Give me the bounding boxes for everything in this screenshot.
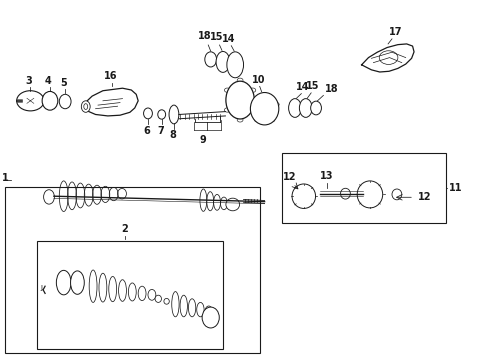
Ellipse shape	[59, 94, 71, 109]
Text: 11: 11	[449, 183, 463, 193]
Ellipse shape	[56, 270, 71, 295]
Ellipse shape	[311, 101, 321, 115]
Text: 14: 14	[221, 34, 235, 44]
Ellipse shape	[205, 52, 217, 67]
Ellipse shape	[341, 188, 350, 199]
Ellipse shape	[202, 307, 219, 328]
Text: J: J	[41, 285, 43, 291]
Ellipse shape	[292, 184, 316, 208]
Text: 17: 17	[389, 27, 403, 37]
Bar	[37, 241, 223, 349]
Ellipse shape	[226, 81, 254, 119]
Text: 16: 16	[103, 71, 117, 81]
Ellipse shape	[81, 101, 90, 112]
Text: 18: 18	[325, 84, 339, 94]
Ellipse shape	[226, 198, 240, 211]
Text: 13: 13	[319, 171, 333, 181]
Text: 6: 6	[144, 126, 150, 136]
Text: 18: 18	[198, 31, 212, 41]
Ellipse shape	[44, 190, 54, 204]
Text: 1: 1	[2, 173, 9, 183]
Text: 15: 15	[306, 81, 319, 91]
Ellipse shape	[144, 108, 152, 119]
Text: 8: 8	[169, 130, 176, 140]
Text: 7: 7	[157, 126, 164, 136]
Text: 5: 5	[60, 78, 67, 88]
Bar	[5, 187, 260, 353]
Ellipse shape	[357, 181, 383, 208]
Text: 3: 3	[25, 76, 32, 86]
Text: 4: 4	[45, 76, 51, 86]
Ellipse shape	[42, 91, 58, 110]
Polygon shape	[362, 44, 414, 72]
Ellipse shape	[392, 189, 402, 200]
Bar	[282, 153, 446, 223]
Ellipse shape	[158, 110, 166, 119]
Ellipse shape	[250, 93, 279, 125]
Ellipse shape	[227, 52, 244, 78]
Text: 14: 14	[296, 82, 310, 92]
Ellipse shape	[169, 105, 179, 124]
Ellipse shape	[71, 271, 84, 294]
Text: 12: 12	[417, 192, 431, 202]
Text: 2: 2	[122, 224, 128, 234]
Circle shape	[17, 91, 44, 111]
Text: 15: 15	[210, 32, 223, 42]
Ellipse shape	[216, 51, 230, 72]
Polygon shape	[82, 88, 138, 116]
Text: 9: 9	[200, 135, 207, 145]
Ellipse shape	[155, 295, 162, 302]
Text: 12: 12	[283, 172, 297, 182]
Ellipse shape	[164, 298, 170, 304]
Ellipse shape	[299, 99, 312, 117]
Text: 10: 10	[252, 75, 266, 85]
Ellipse shape	[289, 99, 301, 117]
